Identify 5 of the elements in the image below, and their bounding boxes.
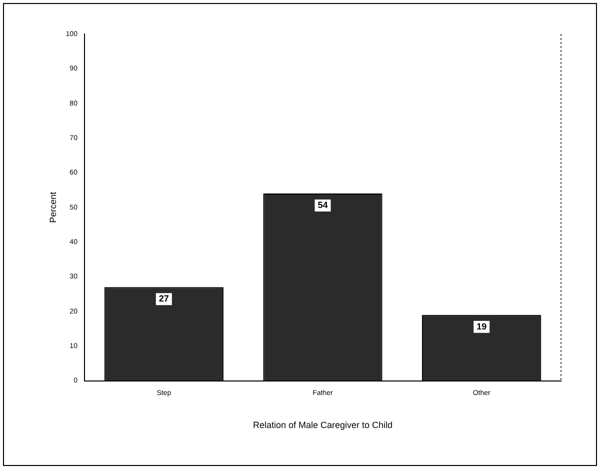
data-label: 27 xyxy=(158,294,169,304)
y-axis-title: Percent xyxy=(48,191,58,223)
data-label: 19 xyxy=(476,321,487,332)
data-label: 54 xyxy=(318,200,328,210)
x-axis-title: Relation of Male Caregiver to Child xyxy=(252,420,393,430)
